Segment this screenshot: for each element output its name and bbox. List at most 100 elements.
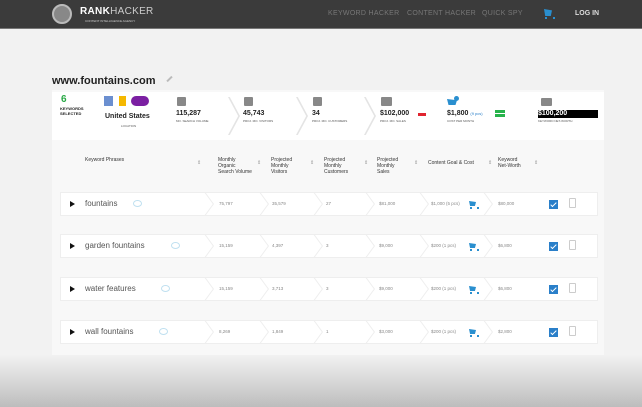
sales-icon [381,97,392,106]
cart-plus-icon[interactable] [469,327,479,337]
arrow-divider [483,277,493,301]
arrow-divider [365,320,375,344]
cart-plus-icon[interactable] [469,199,479,209]
cell-volume: 8,269 [219,329,231,334]
expand-icon[interactable] [70,243,75,249]
cart-icon[interactable] [543,7,555,21]
sort-icon[interactable]: ⇕ [414,160,419,166]
cost: $1,800 (9 pcs) [447,110,483,118]
net-worth: $100,200 [538,110,598,118]
keyword-phrase: water features [85,284,136,293]
header-volume[interactable]: Monthly Organic Search Volume [218,157,252,175]
arrow-divider [204,192,214,216]
cell-volume: 15,159 [219,286,233,291]
cell-cost: $200 (1 pcs) [431,329,457,334]
search-volume-icon [177,97,186,106]
sort-icon[interactable]: ⇕ [488,160,493,166]
header-customers[interactable]: Projected Monthly Customers [324,157,349,175]
bing-icon [119,96,126,106]
sales-label: PROJ. MO. SALES [380,119,406,123]
trash-icon[interactable] [569,326,576,336]
cell-customers: 3 [326,286,329,291]
nav-content-hacker[interactable]: CONTENT HACKER [407,10,477,17]
keywords-label: KEYWORDS SELECTED [60,106,84,116]
yahoo-icon [131,96,149,106]
visitors-icon [244,97,253,106]
cell-sales: $9,000 [379,286,393,291]
cell-cost: $200 (1 pcs) [431,243,457,248]
select-checkbox[interactable] [549,242,558,251]
logo-icon[interactable] [52,4,72,24]
cart-plus-icon[interactable] [469,241,479,251]
arrow-divider [483,234,493,258]
cell-net: $80,000 [498,201,515,206]
cell-visitors: 35,579 [272,201,286,206]
sort-icon[interactable]: ⇕ [257,160,262,166]
arrow-divider [365,277,375,301]
arrow-divider [204,277,214,301]
view-icon[interactable] [159,328,168,335]
select-checkbox[interactable] [549,285,558,294]
arrow-divider [259,277,269,301]
view-icon[interactable] [133,200,142,207]
cell-customers: 3 [326,243,329,248]
arrow-divider [419,320,429,344]
header-net-worth[interactable]: Keyword Net-Worth [498,157,521,169]
expand-icon[interactable] [70,286,75,292]
keyword-phrase: garden fountains [85,241,145,250]
sort-icon[interactable]: ⇕ [310,160,315,166]
header-keyword[interactable]: Keyword Phrases [85,157,125,163]
google-icon [104,96,113,106]
sort-icon[interactable]: ⇕ [364,160,369,166]
page-title: www.fountains.com [52,75,156,87]
cell-net: $6,800 [498,243,512,248]
select-checkbox[interactable] [549,328,558,337]
header-sales[interactable]: Projected Monthly Sales [377,157,399,175]
brand[interactable]: RANKHACKER [80,6,154,17]
customers-label: PROJ. MO. CUSTOMERS [312,119,348,123]
visitors: 45,743 [243,110,265,117]
view-icon[interactable] [161,285,170,292]
login-link[interactable]: LOG IN [575,10,600,17]
cell-sales: $9,000 [379,243,393,248]
expand-icon[interactable] [70,329,75,335]
edit-icon[interactable] [166,75,173,83]
cell-visitors: 1,849 [272,329,284,334]
trash-icon[interactable] [569,198,576,208]
expand-icon[interactable] [70,201,75,207]
nav-keyword-hacker[interactable]: KEYWORD HACKER [328,10,400,17]
arrow-divider [313,192,323,216]
header-visitors[interactable]: Projected Monthly Visitors [271,157,293,175]
arrow-divider [259,192,269,216]
cell-volume: 15,159 [219,243,233,248]
cell-cost: $200 (1 pcs) [431,286,457,291]
trash-icon[interactable] [569,240,576,250]
tagline: CONTENT INTELLIGENCE AGENCY [85,19,136,23]
brand-bold: RANK [80,6,111,17]
cost-pcs: (9 pcs) [470,111,483,116]
cell-customers: 1 [326,329,329,334]
header-content-goal[interactable]: Content Goal & Cost [428,160,474,166]
table-row: fountains 75,797 35,579 27 $81,000 $1,000 (5… [60,192,598,216]
cart-plus-icon[interactable] [469,284,479,294]
arrow-divider [483,192,493,216]
arrow-divider [365,234,375,258]
sort-icon[interactable]: ⇕ [534,160,539,166]
bottom-shade [0,355,642,407]
arrow-divider [313,320,323,344]
net-worth-label: KEYWORD NET-WORTH [538,119,573,123]
location: United States [105,113,150,120]
minus-icon [418,113,426,116]
cell-volume: 75,797 [219,201,233,206]
sales: $102,000 [380,110,410,117]
select-checkbox[interactable] [549,200,558,209]
sort-icon[interactable]: ⇕ [197,160,202,166]
cost-value: $1,800 [447,110,469,117]
table-row: water features 15,159 3,713 3 $9,000 $200 (1… [60,277,598,301]
nav-quick-spy[interactable]: QUICK SPY [482,10,523,17]
arrow-divider [259,320,269,344]
search-volume-label: MO. SEARCH VOLUME [176,119,209,123]
keywords-count: 6 [61,94,67,105]
view-icon[interactable] [171,242,180,249]
trash-icon[interactable] [569,283,576,293]
